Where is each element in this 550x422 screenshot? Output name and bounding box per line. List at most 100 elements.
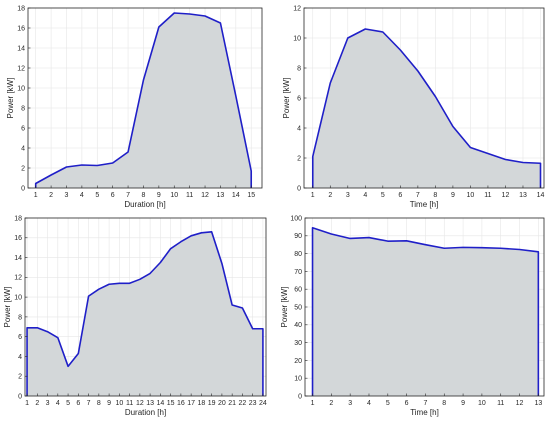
y-tick-label: 100 — [290, 215, 302, 222]
x-tick-label: 7 — [423, 400, 427, 407]
chart-panel-3: 1 2 3 4 5 6 7 8 9 10 11 12 13 14 15 16 17 18 19 20 21 22 23 240… — [3, 215, 267, 417]
x-tick-label: 9 — [461, 400, 465, 407]
x-tick-label: 8 — [142, 192, 146, 199]
y-tick-label: 12 — [17, 65, 25, 72]
y-tick-label: 30 — [294, 340, 302, 347]
y-tick-label: 18 — [17, 5, 25, 12]
y-tick-label: 20 — [294, 358, 302, 365]
y-tick-label: 12 — [293, 5, 301, 12]
x-tick-label: 16 — [177, 400, 185, 407]
x-tick-label: 6 — [111, 192, 115, 199]
series-area-1 — [35, 13, 252, 188]
x-axis-label: Duration [h] — [125, 408, 166, 417]
x-tick-label: 1 — [34, 192, 38, 199]
axes-frame — [24, 217, 267, 397]
x-tick-label: 22 — [239, 400, 247, 407]
y-tick-label: 6 — [18, 334, 22, 341]
x-tick-label: 8 — [442, 400, 446, 407]
y-tick-label: 14 — [14, 255, 22, 262]
x-tick-label: 8 — [433, 192, 437, 199]
x-tick-label: 6 — [76, 400, 80, 407]
y-tick-label: 0 — [21, 185, 25, 192]
y-tick-label: 8 — [21, 105, 25, 112]
x-tick-label: 4 — [363, 192, 367, 199]
x-tick-label: 5 — [66, 400, 70, 407]
x-tick-label: 7 — [416, 192, 420, 199]
x-tick-label: 13 — [534, 400, 542, 407]
y-tick-label: 0 — [298, 393, 302, 400]
y-tick-label: 2 — [21, 165, 25, 172]
x-tick-label: 11 — [484, 192, 491, 199]
x-tick-label: 2 — [328, 192, 332, 199]
y-tick-label: 0 — [297, 185, 301, 192]
x-tick-label: 14 — [537, 192, 545, 199]
y-axis-label: Power [kW] — [280, 287, 289, 328]
x-tick-label: 1 — [311, 192, 315, 199]
x-tick-label: 21 — [228, 400, 236, 407]
chart-panel-1: 1 2 3 4 5 6 7 8 9 10 11 12 13 14 15024681012141618Dura… — [6, 5, 263, 209]
x-tick-label: 2 — [49, 192, 53, 199]
x-tick-label: 4 — [80, 192, 84, 199]
x-tick-label: 6 — [405, 400, 409, 407]
x-tick-label: 7 — [126, 192, 130, 199]
x-tick-label: 2 — [329, 400, 333, 407]
y-tick-label: 2 — [297, 155, 301, 162]
y-axis-label: Power [kW] — [282, 78, 291, 119]
x-axis-label: Duration [h] — [124, 200, 165, 209]
x-tick-label: 13 — [217, 192, 225, 199]
y-tick-label: 14 — [17, 45, 25, 52]
x-tick-label: 6 — [398, 192, 402, 199]
x-tick-label: 10 — [170, 192, 178, 199]
x-tick-label: 7 — [87, 400, 91, 407]
y-tick-label: 6 — [297, 95, 301, 102]
x-tick-label: 12 — [516, 400, 524, 407]
y-tick-label: 60 — [294, 287, 302, 294]
x-tick-label: 3 — [348, 400, 352, 407]
x-tick-label: 12 — [136, 400, 144, 407]
x-tick-label: 11 — [126, 400, 133, 407]
x-tick-label: 14 — [232, 192, 240, 199]
x-tick-label: 13 — [146, 400, 154, 407]
x-tick-label: 11 — [497, 400, 504, 407]
x-tick-label: 14 — [156, 400, 164, 407]
series-area-4 — [312, 227, 539, 396]
x-tick-label: 18 — [197, 400, 205, 407]
x-tick-label: 2 — [35, 400, 39, 407]
y-tick-label: 12 — [14, 275, 22, 282]
x-axis-label: Time [h] — [410, 200, 439, 209]
series-line-2 — [311, 28, 542, 188]
y-tick-label: 50 — [294, 304, 302, 311]
y-tick-label: 2 — [18, 374, 22, 381]
x-tick-label: 10 — [467, 192, 475, 199]
y-tick-label: 40 — [294, 322, 302, 329]
x-tick-label: 17 — [187, 400, 195, 407]
x-tick-label: 1 — [25, 400, 29, 407]
y-tick-label: 0 — [18, 393, 22, 400]
x-tick-label: 3 — [65, 192, 69, 199]
y-axis-label: Power [kW] — [6, 78, 15, 119]
y-tick-label: 4 — [18, 354, 22, 361]
y-tick-label: 16 — [14, 235, 22, 242]
x-tick-label: 10 — [115, 400, 123, 407]
x-tick-label: 8 — [97, 400, 101, 407]
x-tick-label: 1 — [311, 400, 315, 407]
y-tick-label: 10 — [294, 376, 302, 383]
y-tick-label: 70 — [294, 269, 302, 276]
x-tick-label: 4 — [367, 400, 371, 407]
x-tick-label: 4 — [56, 400, 60, 407]
x-tick-label: 10 — [478, 400, 486, 407]
x-tick-label: 23 — [249, 400, 257, 407]
x-tick-label: 24 — [259, 400, 267, 407]
series-line-3 — [26, 231, 264, 396]
y-tick-label: 18 — [14, 215, 22, 222]
x-tick-label: 3 — [346, 192, 350, 199]
x-tick-label: 5 — [386, 400, 390, 407]
x-tick-label: 20 — [218, 400, 226, 407]
x-tick-label: 12 — [502, 192, 510, 199]
series-area-3 — [27, 231, 263, 396]
axes-frame — [27, 7, 263, 189]
x-axis-label: Time [h] — [410, 408, 439, 417]
x-tick-label: 9 — [107, 400, 111, 407]
y-tick-label: 10 — [293, 35, 301, 42]
